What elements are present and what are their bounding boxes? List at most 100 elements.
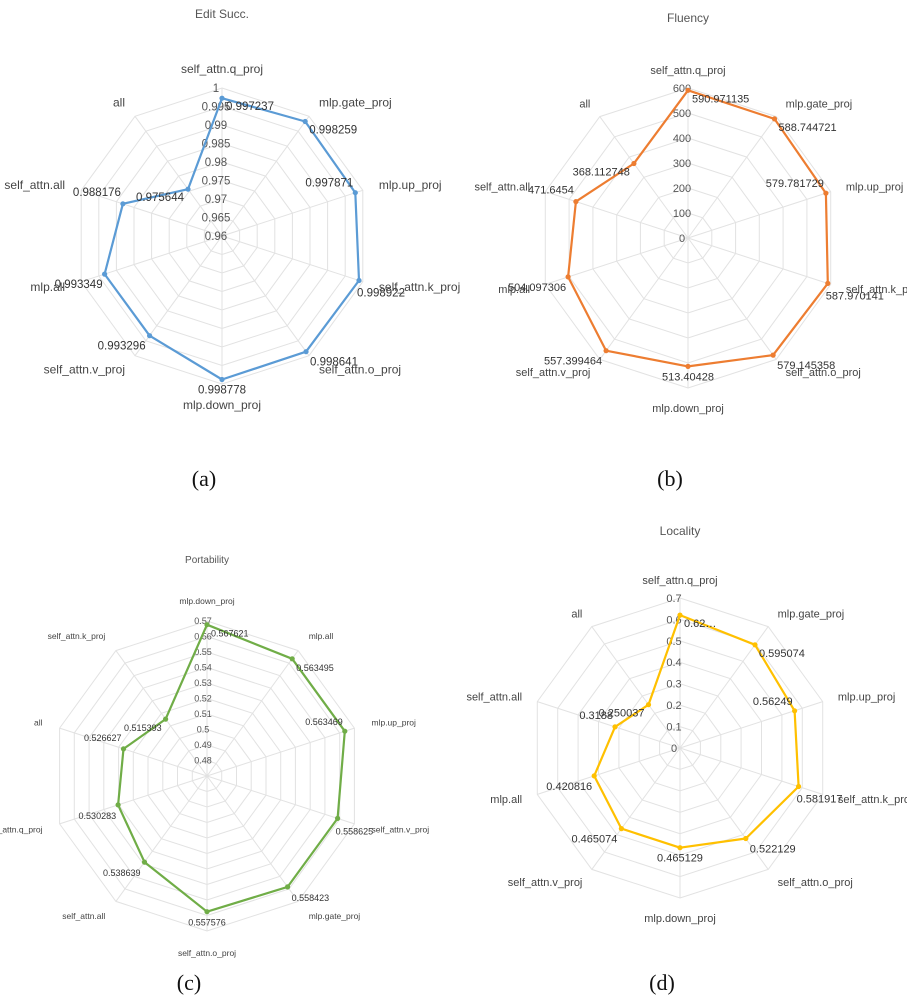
data-point <box>771 116 778 122</box>
tick-label: 0.4 <box>666 657 681 669</box>
grid-spoke <box>59 727 208 777</box>
axis-label-mlp-all: mlp.all <box>30 280 65 294</box>
axis-label-mlp-down-proj: mlp.down_proj <box>183 398 261 412</box>
axis-label-all: all <box>579 99 590 111</box>
data-point <box>356 277 362 284</box>
axis-label-all: all <box>34 718 43 728</box>
data-label: 579.781729 <box>766 178 824 190</box>
data-point <box>825 280 831 286</box>
data-point <box>141 859 148 865</box>
data-point <box>645 702 652 708</box>
axis-label-self-attn-all: self_attn.all <box>474 182 530 194</box>
grid-spoke <box>206 650 299 777</box>
radar-chart-edit-succ: Edit Succ.0.960.9650.970.9750.980.9850.9… <box>4 7 460 491</box>
axis-label-self-attn-all: self_attn.all <box>466 692 522 704</box>
grid-spoke <box>687 237 777 360</box>
axis-label-self-attn-all: self_attn.all <box>4 178 65 192</box>
data-point <box>591 773 597 779</box>
data-point <box>163 716 169 722</box>
axis-label-mlp-all: mlp.all <box>309 631 334 641</box>
data-label: 0.997237 <box>226 101 274 113</box>
axis-label-self-attn-k-proj: self_attn.k_proj <box>838 794 907 806</box>
axis-label-self-attn-k-proj: self_attn.k_proj <box>846 284 907 296</box>
data-label: 513.40428 <box>662 371 714 383</box>
grid-spoke <box>59 775 208 825</box>
tick-label: 0.7 <box>666 593 681 605</box>
axis-label-self-attn-o-proj: self_attn.o_proj <box>319 363 401 377</box>
axis-label-mlp-up-proj: mlp.up_proj <box>846 182 903 194</box>
data-point <box>204 909 210 915</box>
tick-label: 0.56 <box>194 632 212 642</box>
tick-label: 100 <box>673 208 691 220</box>
data-point <box>631 160 637 167</box>
grid-spoke <box>115 650 208 777</box>
tick-label: 0 <box>671 743 677 755</box>
grid-spoke <box>221 235 310 356</box>
data-point <box>102 271 108 277</box>
data-label: 0.595074 <box>759 648 805 660</box>
axis-label-self-attn-q-proj: self_attn.q_proj <box>181 62 263 76</box>
data-label: 0.558423 <box>292 893 330 903</box>
tick-label: 0.57 <box>194 616 212 626</box>
grid-spoke <box>134 116 223 237</box>
data-label: 0.998778 <box>198 385 246 397</box>
axis-label-self-attn-all: self_attn.all <box>62 911 105 921</box>
data-label: 0.563469 <box>305 717 343 727</box>
grid-spoke <box>687 237 831 285</box>
data-point <box>685 87 691 93</box>
axis-label-mlp-down-proj: mlp.down_proj <box>652 403 724 415</box>
data-label: 0.975644 <box>136 192 185 204</box>
radar-grid <box>80 87 364 385</box>
data-point <box>565 274 571 280</box>
data-label: 0.998641 <box>310 357 358 369</box>
subfigure-caption: (d) <box>649 970 675 995</box>
data-label: 0.62… <box>684 618 716 630</box>
axis-label-self-attn-q-proj: self_attn.q_proj <box>650 65 725 77</box>
axis-label-self-attn-k-proj: self_attn.k_proj <box>48 631 106 641</box>
data-label: 0.567621 <box>211 629 249 639</box>
data-point <box>685 363 691 369</box>
chart-title: Portability <box>185 555 229 566</box>
data-label: 368.112748 <box>573 167 630 179</box>
axis-label-self-attn-v-proj: self_attn.v_proj <box>508 877 583 889</box>
tick-label: 0.51 <box>194 709 212 719</box>
data-label: 557.399464 <box>544 356 602 368</box>
axis-label-self-attn-o-proj: self_attn.o_proj <box>786 367 861 379</box>
tick-label: 0.985 <box>202 139 231 151</box>
data-point <box>120 201 126 207</box>
subfigure-caption: (b) <box>657 466 683 491</box>
data-label: 0.581917 <box>797 794 843 806</box>
grid-spoke <box>679 747 823 795</box>
axis-label-self-attn-o-proj: self_attn.o_proj <box>778 877 853 889</box>
data-label: 0.997871 <box>305 178 353 190</box>
data-label: 0.526627 <box>84 733 122 743</box>
tick-label: 0.48 <box>194 756 212 766</box>
radar-grid <box>544 87 832 389</box>
data-label: 0.530283 <box>79 811 117 821</box>
data-label: 504.097306 <box>508 282 566 294</box>
data-point <box>743 835 749 842</box>
data-label: 0.515393 <box>124 723 162 733</box>
data-label: 0.420816 <box>546 781 592 793</box>
axis-label-mlp-gate-proj: mlp.gate_proj <box>786 99 853 111</box>
data-label: 0.465074 <box>572 834 618 846</box>
grid-spoke <box>591 747 681 870</box>
grid-spoke <box>206 775 355 825</box>
tick-label: 0.3 <box>666 679 681 691</box>
data-point <box>677 612 683 618</box>
axis-label-mlp-gate-proj: mlp.gate_proj <box>319 96 392 110</box>
tick-label: 0.97 <box>205 194 227 206</box>
grid-spoke <box>221 189 363 237</box>
data-point <box>289 656 295 662</box>
axis-label-mlp-gate-proj: mlp.gate_proj <box>778 609 845 621</box>
data-label: 588.744721 <box>779 122 837 134</box>
axis-label-mlp-up-proj: mlp.up_proj <box>372 718 417 728</box>
data-point <box>352 190 358 196</box>
data-label: 0.998922 <box>357 288 405 300</box>
data-point <box>285 884 291 890</box>
axis-label-mlp-up-proj: mlp.up_proj <box>379 178 442 192</box>
radar-chart-fluency: Fluency0100200300400500600590.971135self… <box>474 11 907 491</box>
data-label: 0.522129 <box>750 844 796 856</box>
